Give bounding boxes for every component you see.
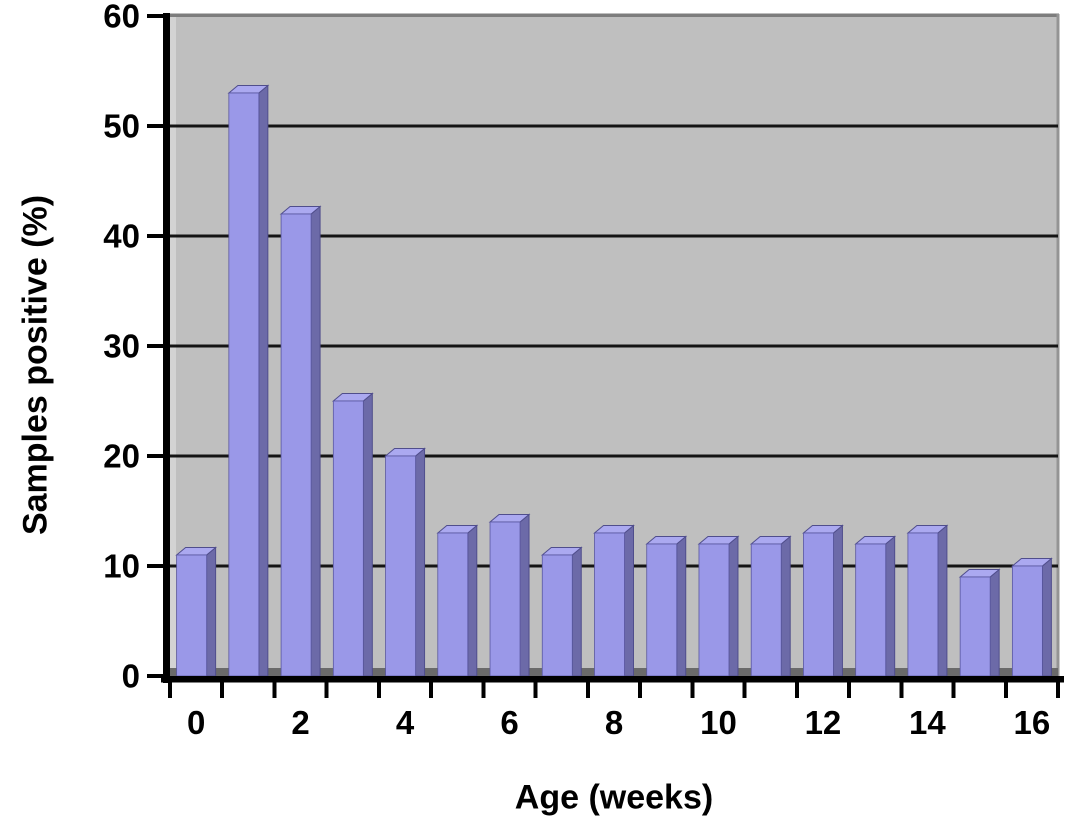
bar-week-1: [227, 84, 270, 677]
bar-week-13: [854, 535, 897, 677]
x-tick-label-10: 10: [700, 704, 737, 741]
bar-side-face: [362, 392, 373, 677]
x-tick-label-2: 2: [291, 704, 309, 741]
bar-side-face: [989, 568, 1000, 677]
bar-front-face: [332, 400, 364, 677]
bar-front-face: [541, 554, 573, 677]
bar-week-9: [645, 535, 688, 677]
bar-front-face: [698, 543, 730, 677]
bar-front-face: [437, 532, 469, 677]
y-tick-label-60: 60: [103, 0, 140, 35]
bar-front-face: [907, 532, 939, 677]
x-tick-label-12: 12: [805, 704, 842, 741]
bar-week-14: [906, 524, 949, 677]
y-axis-title: Samples positive (%): [16, 194, 55, 536]
bar-front-face: [594, 532, 625, 677]
x-tick-label-8: 8: [605, 704, 623, 741]
bar-side-face: [780, 535, 791, 677]
bar-front-face: [855, 543, 887, 677]
bar-week-11: [749, 535, 792, 677]
bar-side-face: [728, 535, 739, 677]
y-tick-label-20: 20: [103, 438, 140, 475]
bar-week-0: [175, 546, 217, 677]
bar-week-4: [384, 447, 426, 677]
x-axis-line: [161, 676, 1064, 683]
bar-side-face: [467, 524, 478, 677]
bar-front-face: [176, 554, 208, 677]
x-axis-title: Age (weeks): [514, 778, 714, 817]
bar-week-12: [802, 524, 844, 677]
bar-side-face: [937, 524, 948, 677]
bar-front-face: [385, 455, 416, 677]
bar-front-face: [228, 92, 260, 677]
bar-week-7: [540, 546, 583, 677]
bar-side-face: [676, 535, 687, 677]
y-tick-label-30: 30: [103, 328, 140, 365]
x-tick-label-6: 6: [500, 704, 518, 741]
bar-front-face: [750, 543, 782, 677]
bar-side-face: [885, 535, 896, 677]
x-tick-label-16: 16: [1014, 704, 1051, 741]
bar-front-face: [489, 521, 521, 677]
bar-week-10: [697, 535, 740, 677]
bar-side-face: [310, 205, 321, 677]
y-tick-label-10: 10: [103, 548, 140, 585]
bar-side-face: [1041, 557, 1052, 677]
y-axis-line: [163, 13, 170, 683]
bar-front-face: [280, 213, 312, 677]
bar-front-face: [803, 532, 834, 677]
x-tick-label-4: 4: [396, 704, 415, 741]
bar-week-6: [488, 513, 531, 677]
bar-side-face: [206, 546, 217, 677]
bar-side-face: [624, 524, 634, 677]
y-tick-label-40: 40: [103, 218, 140, 255]
bar-week-16: [1011, 557, 1053, 677]
bar-side-face: [415, 447, 426, 677]
y-tick-label-50: 50: [103, 108, 140, 145]
x-tick-label-14: 14: [909, 704, 946, 741]
bar-week-15: [958, 568, 1001, 677]
bar-front-face: [959, 576, 991, 677]
y-tick-label-0: 0: [122, 658, 140, 695]
bar-front-face: [646, 543, 678, 677]
bar-side-face: [519, 513, 530, 677]
bar-side-face: [258, 84, 269, 677]
bar-week-5: [436, 524, 479, 677]
bar-side-face: [832, 524, 843, 677]
bar-front-face: [1011, 565, 1043, 677]
bar-week-8: [593, 524, 635, 677]
bar-week-3: [331, 392, 374, 677]
bar-week-2: [279, 205, 322, 677]
x-tick-label-0: 0: [187, 704, 205, 741]
bar-side-face: [571, 546, 582, 677]
